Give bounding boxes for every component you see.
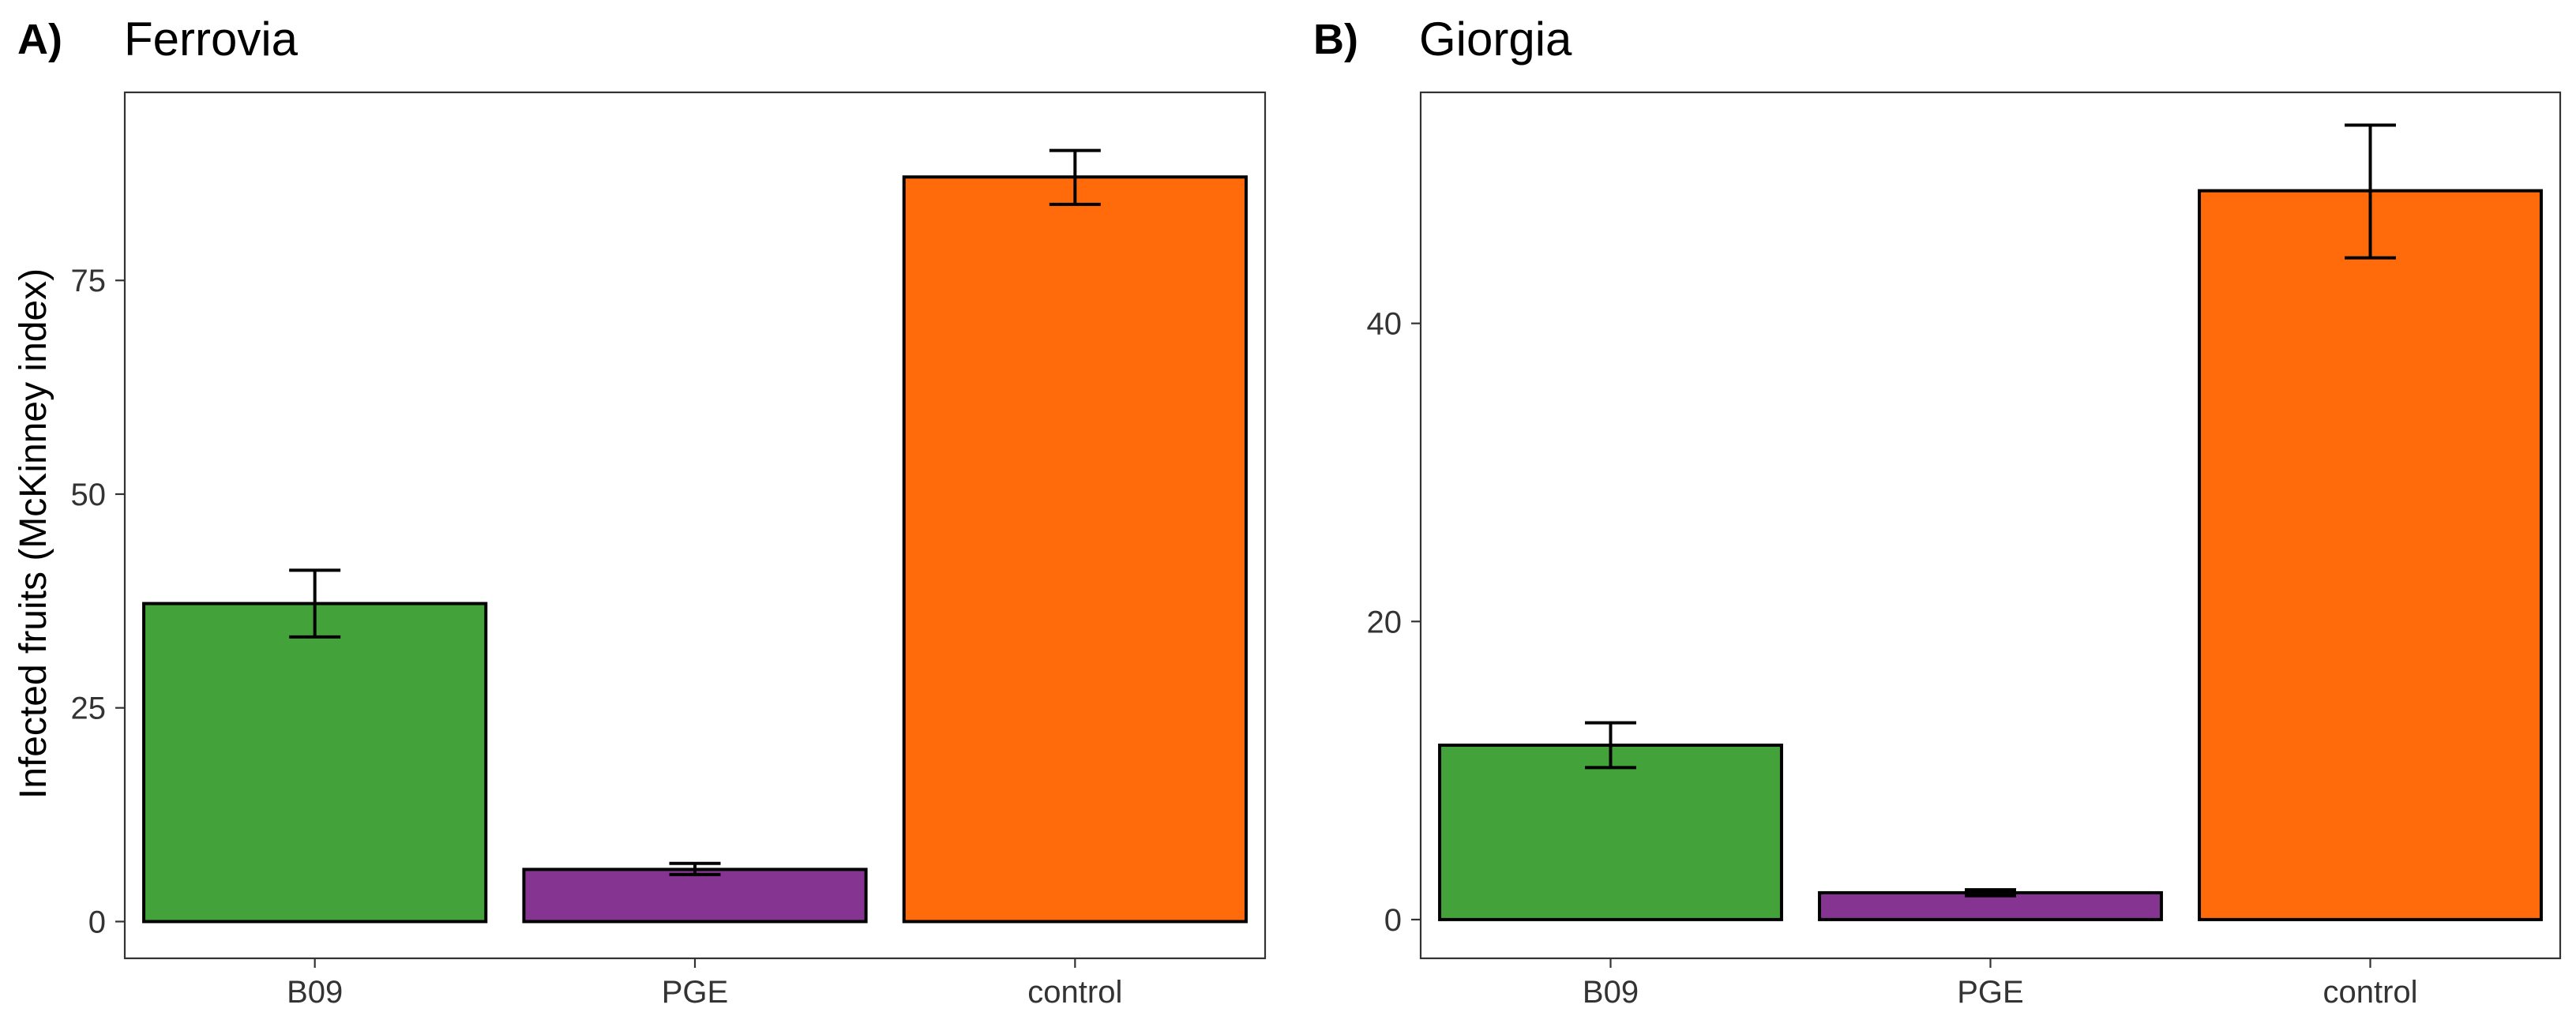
panel-a-ytick-label: 0 (88, 905, 106, 939)
panel-b-label: B) (1313, 16, 1358, 63)
panel-a-bar-control (902, 175, 1248, 924)
panel-a-xtick-label: B09 (287, 975, 343, 1010)
panel-b-plot-area: 0 20 40 B09 PGE control (1367, 91, 2562, 1010)
panel-a-plot-area: 0 25 50 75 B09 PGE control (71, 91, 1267, 1010)
panel-b-xtick-label: control (2323, 975, 2417, 1010)
panel-b-ytick-label: 20 (1367, 605, 1403, 639)
panel-b-title: Giorgia (1419, 13, 1572, 66)
panel-b-bar-control (2198, 189, 2543, 921)
panel-a-ytick-label: 50 (71, 478, 107, 512)
panel-b-bar-B09 (1438, 743, 1783, 921)
panel-b-ytick-label: 40 (1367, 307, 1403, 342)
panel-a-ytick-label: 75 (71, 264, 107, 298)
panel-a-xtick-label: PGE (662, 975, 728, 1010)
panel-a-xtick-label: control (1027, 975, 1122, 1010)
panel-b-ytick-label: 0 (1384, 903, 1402, 938)
panel-a: A) Ferrovia 0 25 50 75 B09 PGE control (17, 13, 1267, 1010)
panel-b-xtick-label: B09 (1583, 975, 1639, 1010)
panel-a-title: Ferrovia (124, 13, 299, 66)
panel-a-ytick-label: 25 (71, 692, 107, 726)
panel-a-bar-PGE (522, 868, 868, 924)
panel-a-bar-B09 (142, 602, 488, 924)
panel-b-xtick-label: PGE (1957, 975, 2023, 1010)
panel-a-label: A) (17, 16, 62, 63)
y-axis-title: Infected fruits (McKinney index) (13, 268, 54, 799)
panel-b: B) Giorgia 0 20 40 B09 PGE control (1313, 13, 2562, 1010)
